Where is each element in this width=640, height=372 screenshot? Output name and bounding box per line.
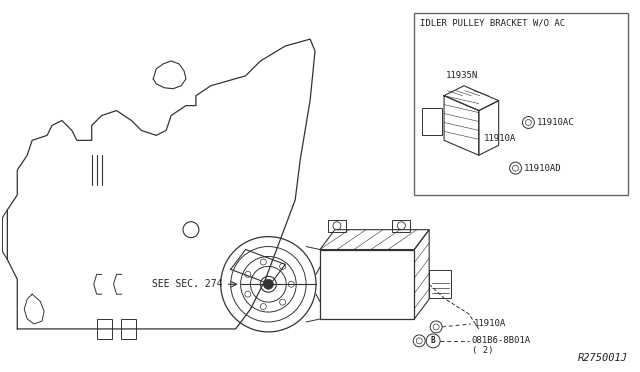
Text: 11910AD: 11910AD [524, 164, 561, 173]
Bar [122, 319, 136, 339]
Bar [429, 270, 451, 298]
Text: SEE SEC. 274: SEE SEC. 274 [152, 279, 223, 289]
Circle shape [264, 279, 273, 289]
Text: 11910A: 11910A [474, 320, 506, 328]
Bar [97, 319, 111, 339]
Text: IDLER PULLEY BRACKET W/O AC: IDLER PULLEY BRACKET W/O AC [420, 19, 565, 28]
Text: ( 2): ( 2) [472, 346, 493, 355]
Bar [414, 13, 628, 195]
Text: 11910A: 11910A [484, 134, 516, 143]
Bar [328, 220, 346, 232]
Bar [422, 108, 442, 135]
Text: R275001J: R275001J [578, 353, 628, 363]
Text: 081B6-8B01A: 081B6-8B01A [472, 336, 531, 345]
Text: 11935N: 11935N [446, 71, 478, 80]
Bar [392, 220, 410, 232]
Text: 11910AC: 11910AC [536, 118, 574, 127]
Bar [320, 250, 414, 319]
Text: B: B [431, 336, 435, 345]
